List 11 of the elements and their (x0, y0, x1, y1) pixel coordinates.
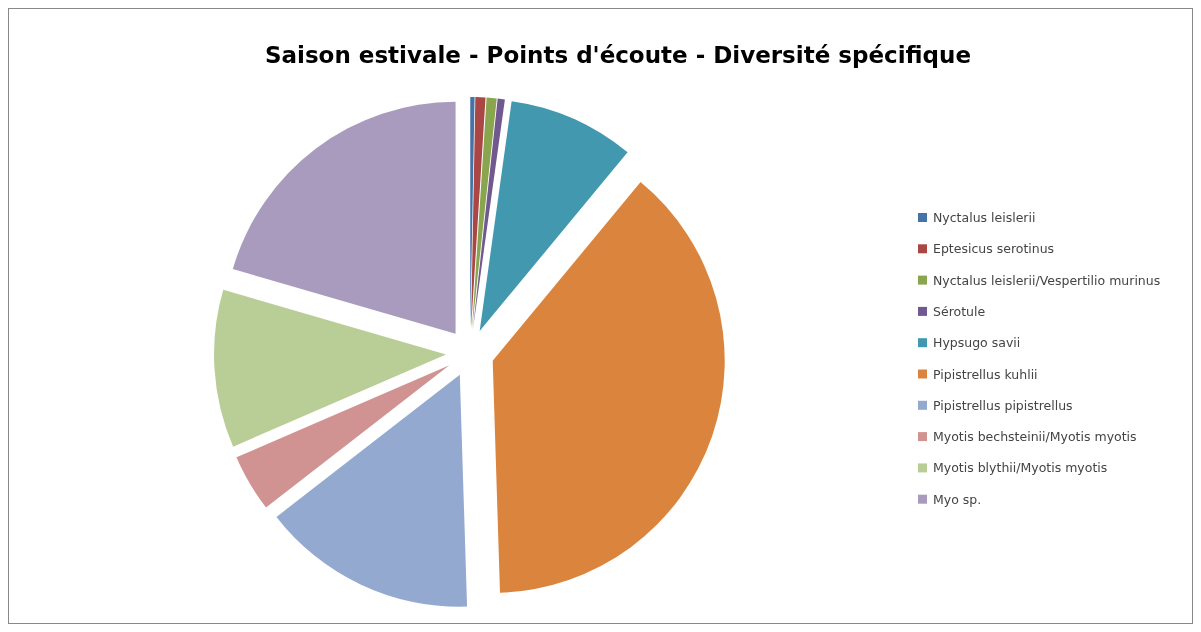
legend-label: Nyctalus leislerii/Vespertilio murinus (933, 272, 1161, 288)
legend-label: Eptesicus serotinus (933, 241, 1055, 257)
legend-label: Myo sp. (933, 491, 982, 507)
legend-label: Hypsugo savii (933, 335, 1021, 351)
legend-label: Myotis bechsteinii/Myotis myotis (933, 429, 1137, 445)
legend-label: Myotis blythii/Myotis myotis (933, 460, 1108, 476)
legend-label: Pipistrellus kuhlii (933, 366, 1038, 382)
legend-label: Nyctalus leislerii (933, 210, 1036, 225)
legend-label: Sérotule (933, 303, 986, 319)
chart-title: Saison estivale - Points d'écoute - Diversité spécifique (264, 42, 972, 68)
legend-label: Pipistrellus pipistrellus (933, 397, 1073, 413)
